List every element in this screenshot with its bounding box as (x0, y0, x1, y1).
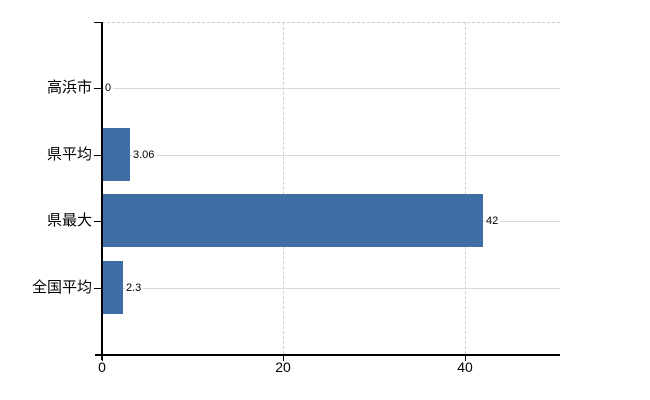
value-label: 3.06 (132, 148, 157, 162)
x-axis-tick (283, 356, 284, 361)
x-tick-label: 0 (98, 359, 106, 375)
category-label: 高浜市 (46, 79, 92, 96)
category-label: 県平均 (46, 146, 92, 163)
value-label: 2.3 (125, 281, 144, 295)
x-tick-label: 20 (275, 359, 291, 375)
bar (102, 194, 483, 247)
value-label: 0 (104, 81, 114, 95)
horizontal-gridline (102, 288, 560, 289)
plot-top-border (102, 22, 560, 23)
plot-area: 0 3.06 42 2.3 (102, 22, 560, 354)
x-tick-label: 40 (457, 359, 473, 375)
y-axis-tick (94, 155, 102, 156)
value-label: 42 (485, 214, 501, 228)
vertical-gridline (465, 22, 466, 354)
category-label: 全国平均 (31, 279, 92, 296)
y-axis-tick (94, 288, 102, 289)
vertical-gridline (283, 22, 284, 354)
y-axis-top-tick (94, 22, 102, 23)
horizontal-gridline (102, 88, 560, 89)
x-axis-tick (102, 356, 103, 361)
y-axis-tick (94, 88, 102, 89)
horizontal-gridline (102, 155, 560, 156)
x-axis-tick (465, 356, 466, 361)
category-label: 県最大 (46, 212, 92, 229)
bar (102, 261, 123, 314)
bar (102, 128, 130, 181)
y-axis-tick (94, 221, 102, 222)
x-axis-line (95, 354, 560, 356)
y-axis-line (101, 22, 103, 360)
